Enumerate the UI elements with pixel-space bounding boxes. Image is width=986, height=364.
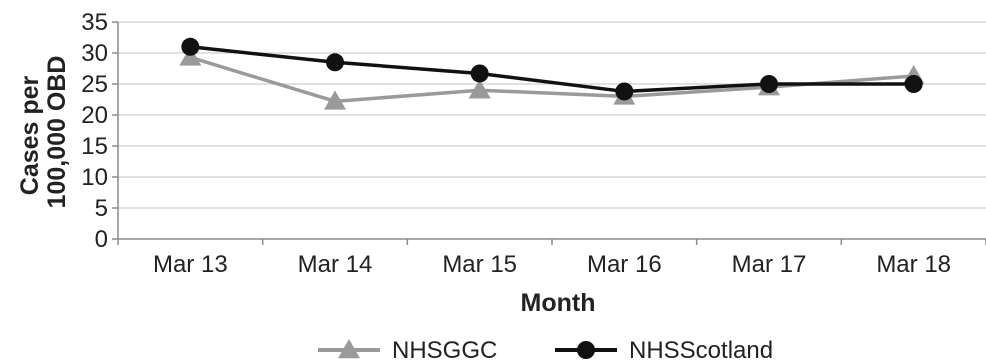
y-tick-label: 0: [95, 226, 108, 253]
legend-label-nhsscotland: NHSScotland: [629, 337, 773, 364]
y-tick-label: 20: [81, 102, 108, 129]
y-tick-label: 5: [95, 195, 108, 222]
x-tick-labels: Mar 13 Mar 14 Mar 15 Mar 16 Mar 17 Mar 18: [117, 239, 986, 278]
y-tick-label: 10: [81, 164, 108, 191]
y-tick-label: 35: [81, 9, 108, 36]
legend-marker-nhsggc: [338, 339, 360, 359]
data-point-nhsscotland: [760, 75, 778, 93]
data-point-nhsggc: [468, 79, 491, 99]
y-tick-label: 30: [81, 40, 108, 67]
data-point-nhsggc: [324, 90, 346, 110]
x-tick-label: Mar 15: [442, 251, 517, 278]
x-tick-label: Mar 18: [876, 251, 951, 278]
gridlines: [112, 21, 986, 240]
x-tick-label: Mar 14: [298, 251, 373, 278]
y-tick-label: 15: [81, 133, 108, 160]
y-tick-labels: 0 5 10 15 20 25 30 35: [81, 9, 108, 253]
y-tick-label: 25: [81, 71, 108, 98]
x-tick-label: Mar 17: [732, 251, 807, 278]
series-lines: [179, 37, 925, 110]
legend-marker-nhsscotland: [577, 341, 595, 359]
data-point-nhsscotland: [326, 53, 344, 72]
series-line-nhsggc: [189, 55, 914, 104]
legend-label-nhsggc: NHSGGC: [392, 337, 497, 364]
data-point-nhsscotland: [181, 37, 200, 56]
x-tick-label: Mar 13: [153, 251, 228, 278]
data-point-nhsscotland: [904, 75, 923, 93]
x-axis-title: Month: [521, 289, 596, 317]
series-line-nhsscotland: [190, 45, 914, 94]
data-point-nhsggc: [179, 46, 202, 66]
data-point-nhsscotland: [615, 82, 634, 101]
data-point-nhsscotland: [470, 64, 489, 83]
y-axis-title: Cases per 100,000 OBD: [16, 56, 71, 209]
x-tick-label: Mar 16: [587, 251, 662, 278]
legend: NHSGGC NHSScotland: [318, 337, 773, 364]
